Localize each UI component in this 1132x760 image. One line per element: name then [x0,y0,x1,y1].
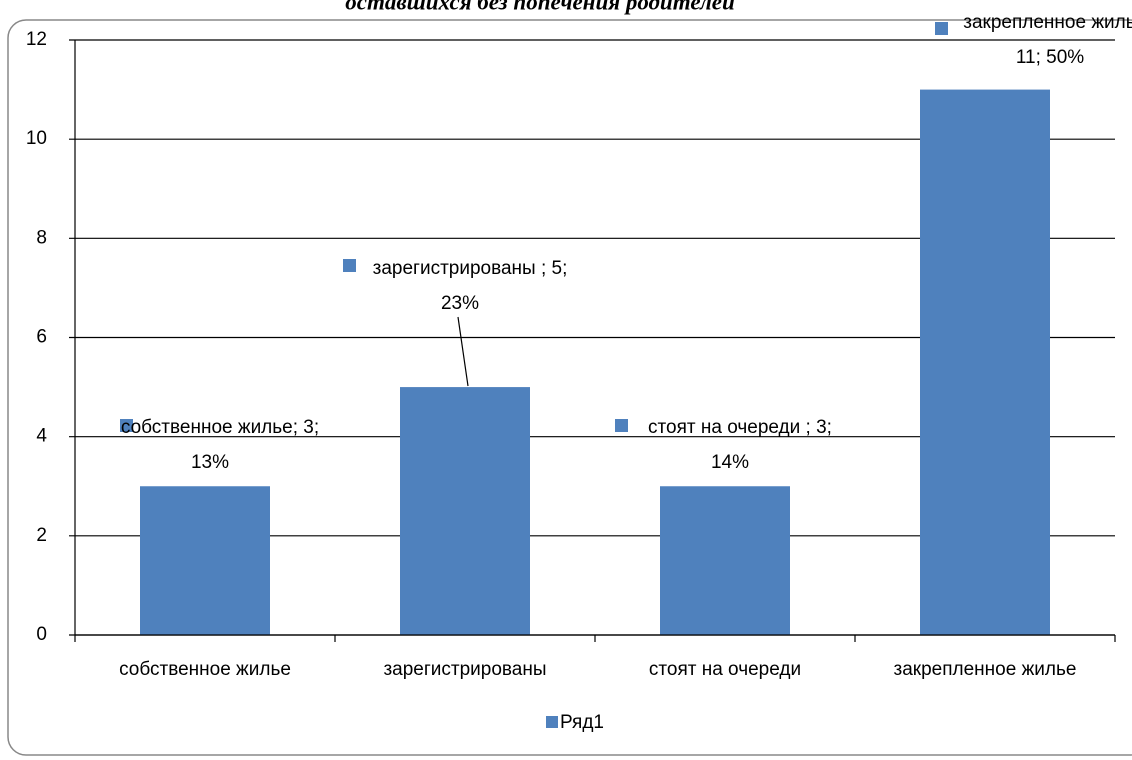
x-tick-label: собственное жилье [119,659,291,680]
bar [920,89,1050,636]
x-tick-label: стоят на очереди [649,659,801,680]
bar [660,486,790,635]
y-tick-label: 10 [26,128,47,149]
y-tick-label: 8 [36,227,47,248]
x-tick-label: закрепленное жилье [894,659,1077,680]
y-tick-label: 2 [36,525,47,546]
bar [140,486,270,635]
data-label-key [120,419,133,432]
data-label: стоят на очереди ; 3; 14% [648,417,832,473]
chart-title: оставшихся без попечения родителей [345,0,735,14]
y-tick-label: 6 [36,327,47,348]
data-label-key [615,419,628,432]
data-label: закрепленное жилье ; 11; 50% [963,12,1132,68]
data-label: зарегистрированы ; 5; 23% [372,258,568,314]
legend-key [546,716,558,728]
leader-line [457,316,469,387]
y-tick-label: 0 [36,624,47,645]
data-label-key [343,259,356,272]
data-label-key [935,22,948,35]
y-tick-label: 4 [36,426,47,447]
chart-border [7,19,1132,756]
legend-label: Ряд1 [560,712,604,733]
y-tick-label: 12 [26,29,47,50]
x-tick-label: зарегистрированы [383,659,546,680]
bar [400,387,530,635]
data-label: собственное жилье; 3; 13% [120,417,320,473]
